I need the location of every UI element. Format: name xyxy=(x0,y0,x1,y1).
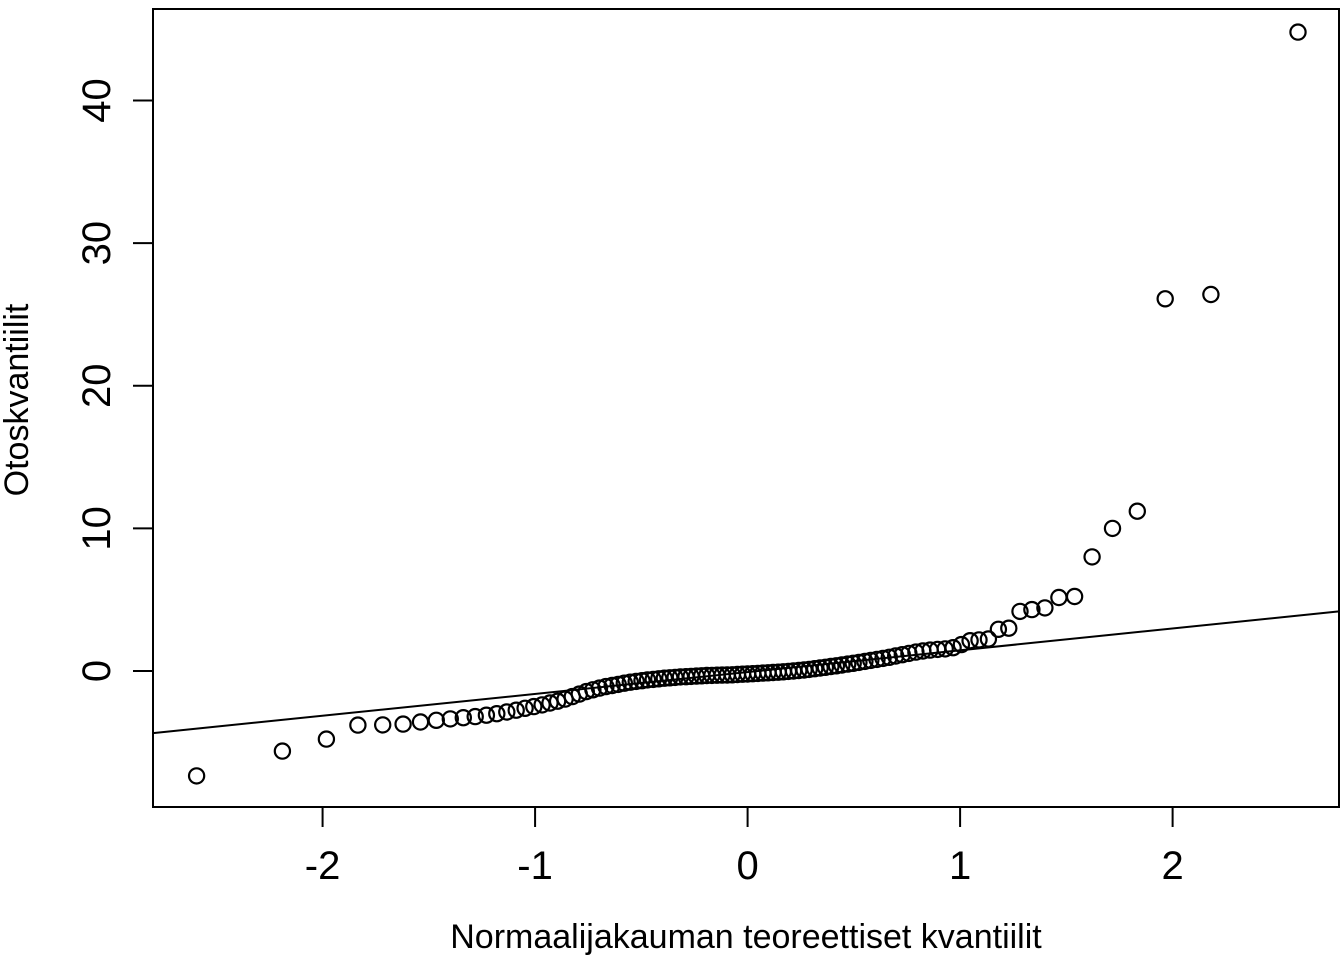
data-point xyxy=(816,658,835,677)
data-point xyxy=(1103,519,1122,538)
data-point xyxy=(627,672,645,691)
plot-frame xyxy=(152,8,1340,808)
data-point xyxy=(507,701,525,719)
data-point xyxy=(800,660,818,679)
data-point xyxy=(844,654,862,673)
y-axis: 0 10 20 30 40 xyxy=(75,78,153,682)
data-point xyxy=(603,676,621,695)
data-point xyxy=(811,659,829,677)
y-axis-title: Otoskvantiilit xyxy=(0,303,36,496)
data-point xyxy=(488,705,506,723)
data-point xyxy=(638,671,657,689)
data-point xyxy=(874,649,892,668)
data-point xyxy=(1128,502,1147,520)
y-tick-label: 20 xyxy=(75,364,119,409)
data-point xyxy=(411,713,430,731)
x-tick-label: 1 xyxy=(949,844,971,888)
data-point xyxy=(584,681,602,699)
data-point xyxy=(989,620,1008,639)
data-point xyxy=(466,707,484,726)
data-point xyxy=(498,703,516,721)
data-point xyxy=(374,716,392,734)
data-point xyxy=(427,711,445,730)
data-point xyxy=(970,631,988,649)
data-point xyxy=(880,648,899,667)
data-point xyxy=(936,640,954,658)
y-tick-label: 10 xyxy=(75,506,119,551)
x-tick-label: -2 xyxy=(305,844,341,888)
data-point xyxy=(597,677,615,696)
data-point xyxy=(650,670,668,688)
data-point xyxy=(477,706,496,724)
data-point xyxy=(1289,23,1307,41)
x-tick-label: -1 xyxy=(517,844,553,888)
data-point xyxy=(1023,600,1041,619)
data-point xyxy=(1000,619,1018,637)
data-point xyxy=(454,709,472,727)
data-point xyxy=(590,679,609,697)
data-point xyxy=(349,716,367,734)
data-point xyxy=(827,657,846,675)
data-point xyxy=(952,635,971,654)
data-point xyxy=(633,672,651,690)
data-point xyxy=(862,651,880,670)
x-axis: -2 -1 0 1 2 xyxy=(305,807,1184,888)
data-point xyxy=(516,699,534,718)
data-point xyxy=(1050,588,1068,607)
x-tick-label: 2 xyxy=(1161,844,1183,888)
x-tick-label: 0 xyxy=(736,844,758,888)
data-point xyxy=(1011,602,1029,621)
data-point xyxy=(1036,599,1054,617)
data-point xyxy=(856,652,874,671)
data-point xyxy=(979,630,998,648)
y-tick-label: 0 xyxy=(75,660,119,682)
data-point xyxy=(1202,285,1220,304)
data-point xyxy=(533,696,551,714)
data-point xyxy=(273,742,292,760)
data-point xyxy=(944,639,962,657)
data-point xyxy=(833,656,851,674)
data-point xyxy=(609,675,627,694)
data-point xyxy=(1065,587,1084,606)
data-point xyxy=(621,673,640,691)
data-point xyxy=(961,632,979,650)
data-point xyxy=(441,710,459,728)
data-point xyxy=(822,657,840,676)
y-tick-label: 30 xyxy=(75,221,119,266)
data-point xyxy=(1156,290,1174,308)
data-point xyxy=(839,655,857,673)
data-point xyxy=(394,715,412,733)
data-point xyxy=(1083,548,1101,566)
data-point xyxy=(868,650,886,669)
data-point xyxy=(850,653,868,672)
data-point xyxy=(644,670,662,689)
x-axis-title: Normaalijakauman teoreettiset kvantiilit xyxy=(450,918,1042,956)
data-point xyxy=(525,697,543,716)
data-point xyxy=(317,730,336,748)
y-tick-label: 40 xyxy=(75,78,119,123)
data-points-group xyxy=(187,23,1307,785)
data-point xyxy=(806,660,824,678)
data-point xyxy=(887,647,905,665)
data-point xyxy=(187,767,206,785)
data-point xyxy=(615,674,634,692)
